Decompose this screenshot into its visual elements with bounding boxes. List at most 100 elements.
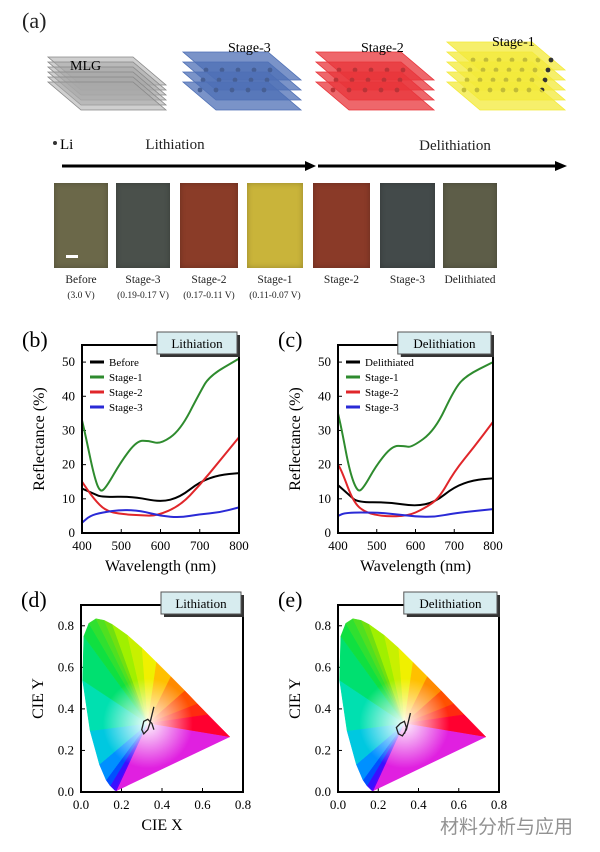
photo-stage: Stage-2 bbox=[191, 274, 227, 286]
series-line-stage-1 bbox=[81, 357, 240, 492]
x-tick-label: 0.2 bbox=[113, 797, 129, 812]
photo-voltage: (0.19-0.17 V) bbox=[117, 291, 169, 301]
legend-label: Delithiated bbox=[365, 357, 414, 369]
legend-label: Stage-2 bbox=[109, 387, 143, 399]
y-tick-label: 0.8 bbox=[315, 618, 331, 633]
legend-label: Stage-3 bbox=[365, 402, 399, 414]
y-tick-label: 0 bbox=[325, 525, 332, 540]
series-line-stage-3 bbox=[337, 508, 494, 518]
y-tick-label: 10 bbox=[318, 491, 331, 506]
li-atom-legend bbox=[53, 141, 57, 145]
tag-label: Delithiation bbox=[419, 596, 482, 611]
schematic-label: Stage-3 bbox=[228, 41, 271, 56]
photo-stage: Delithiated bbox=[444, 274, 496, 286]
panel-label: (d) bbox=[21, 587, 47, 612]
photo-label: Stage-2 bbox=[307, 272, 377, 288]
y-axis-label: CIE Y bbox=[287, 678, 304, 719]
y-tick-label: 0 bbox=[69, 525, 76, 540]
graphene-layer bbox=[445, 81, 567, 111]
color-trajectory bbox=[395, 712, 412, 737]
x-tick-label: 500 bbox=[367, 538, 387, 553]
y-tick-label: 0.6 bbox=[58, 659, 75, 674]
x-tick-label: 600 bbox=[406, 538, 426, 553]
x-tick-label: 700 bbox=[445, 538, 465, 553]
y-tick-label: 50 bbox=[62, 354, 75, 369]
y-axis-label: CIE Y bbox=[30, 678, 47, 719]
chromaticity-diagram bbox=[82, 618, 231, 792]
y-tick-label: 30 bbox=[318, 422, 331, 437]
tag-box bbox=[160, 591, 242, 615]
sample-photo bbox=[313, 183, 370, 268]
photo-stage: Stage-3 bbox=[389, 274, 426, 286]
x-tick-label: 0.8 bbox=[491, 797, 507, 812]
y-tick-label: 0.4 bbox=[58, 701, 75, 716]
photo-voltage: (3.0 V) bbox=[67, 291, 95, 301]
schematic-stage-3: Stage-3 bbox=[181, 41, 303, 111]
color-trajectory bbox=[141, 706, 155, 735]
series-line-stage-2 bbox=[337, 421, 494, 518]
li-legend-label: Li bbox=[60, 137, 73, 153]
schematic-label: Stage-1 bbox=[492, 35, 535, 50]
schematic-stage-1: Stage-1 bbox=[445, 35, 567, 111]
photo-label: Before (3.0 V) bbox=[46, 272, 116, 304]
y-tick-label: 30 bbox=[62, 422, 75, 437]
photo-voltage: (0.11-0.07 V) bbox=[249, 291, 301, 301]
schematic-mlg: MLG bbox=[46, 56, 168, 111]
sample-photo bbox=[116, 183, 170, 268]
li-atom bbox=[542, 77, 548, 83]
y-tick-label: 50 bbox=[318, 354, 331, 369]
x-tick-label: 800 bbox=[483, 538, 503, 553]
reflectance-charts: (b)400 500 600 700 80001020304050Wavelength … bbox=[22, 327, 503, 575]
x-tick-label: 500 bbox=[112, 538, 132, 553]
y-tick-label: 0.4 bbox=[315, 701, 332, 716]
x-tick-label: 0.6 bbox=[451, 797, 468, 812]
x-tick-label: 0.4 bbox=[410, 797, 427, 812]
y-tick-label: 20 bbox=[318, 457, 331, 472]
y-tick-label: 0.6 bbox=[315, 659, 332, 674]
x-tick-label: 700 bbox=[190, 538, 210, 553]
y-tick-label: 0.8 bbox=[58, 618, 74, 633]
series-line-before bbox=[81, 472, 240, 502]
tag-box bbox=[156, 331, 238, 355]
panel-a-label: (a) bbox=[22, 8, 47, 33]
sample-photo bbox=[54, 183, 108, 268]
x-tick-label: 0.8 bbox=[235, 797, 251, 812]
photo-stage: Stage-1 bbox=[257, 274, 293, 286]
x-tick-label: 0.0 bbox=[73, 797, 89, 812]
tag-box bbox=[397, 331, 492, 355]
arrowhead bbox=[555, 161, 567, 171]
schematic-stage-2: Stage-2 bbox=[314, 41, 436, 111]
tag-label: Lithiation bbox=[171, 336, 223, 351]
chromaticity-diagram bbox=[339, 618, 487, 792]
x-tick-label: 0.6 bbox=[194, 797, 211, 812]
li-atom bbox=[545, 67, 551, 73]
panel-label: (b) bbox=[22, 327, 48, 352]
y-axis-label: Reflectance (%) bbox=[31, 387, 48, 490]
legend-label: Before bbox=[109, 357, 139, 369]
li-atom bbox=[548, 57, 554, 63]
legend-label: Stage-1 bbox=[365, 372, 399, 384]
sample-photo bbox=[380, 183, 435, 268]
x-tick-label: 400 bbox=[328, 538, 348, 553]
graphene-layer bbox=[46, 81, 168, 111]
photo-label: Delithiated bbox=[435, 272, 505, 288]
y-tick-label: 0.2 bbox=[315, 742, 331, 757]
y-axis-label: Reflectance (%) bbox=[287, 387, 304, 490]
x-tick-label: 400 bbox=[72, 538, 92, 553]
series-line-delithiated bbox=[337, 477, 494, 507]
arrowhead bbox=[305, 161, 316, 171]
photo-label: Stage-2 (0.17-0.11 V) bbox=[174, 272, 244, 304]
series-line-stage-2 bbox=[81, 436, 240, 517]
white-point-glow bbox=[102, 678, 193, 769]
x-axis-label: Wavelength (nm) bbox=[105, 558, 216, 575]
sample-photo bbox=[443, 183, 497, 268]
series-line-stage-3 bbox=[81, 506, 240, 524]
y-tick-label: 0.0 bbox=[58, 784, 74, 799]
series-line-stage-1 bbox=[337, 361, 494, 492]
sample-photo bbox=[180, 183, 238, 268]
panel-label: (e) bbox=[278, 587, 302, 612]
photo-label: Stage-1 (0.11-0.07 V) bbox=[240, 272, 310, 304]
tag-box bbox=[403, 591, 498, 615]
legend-label: Stage-2 bbox=[365, 387, 399, 399]
